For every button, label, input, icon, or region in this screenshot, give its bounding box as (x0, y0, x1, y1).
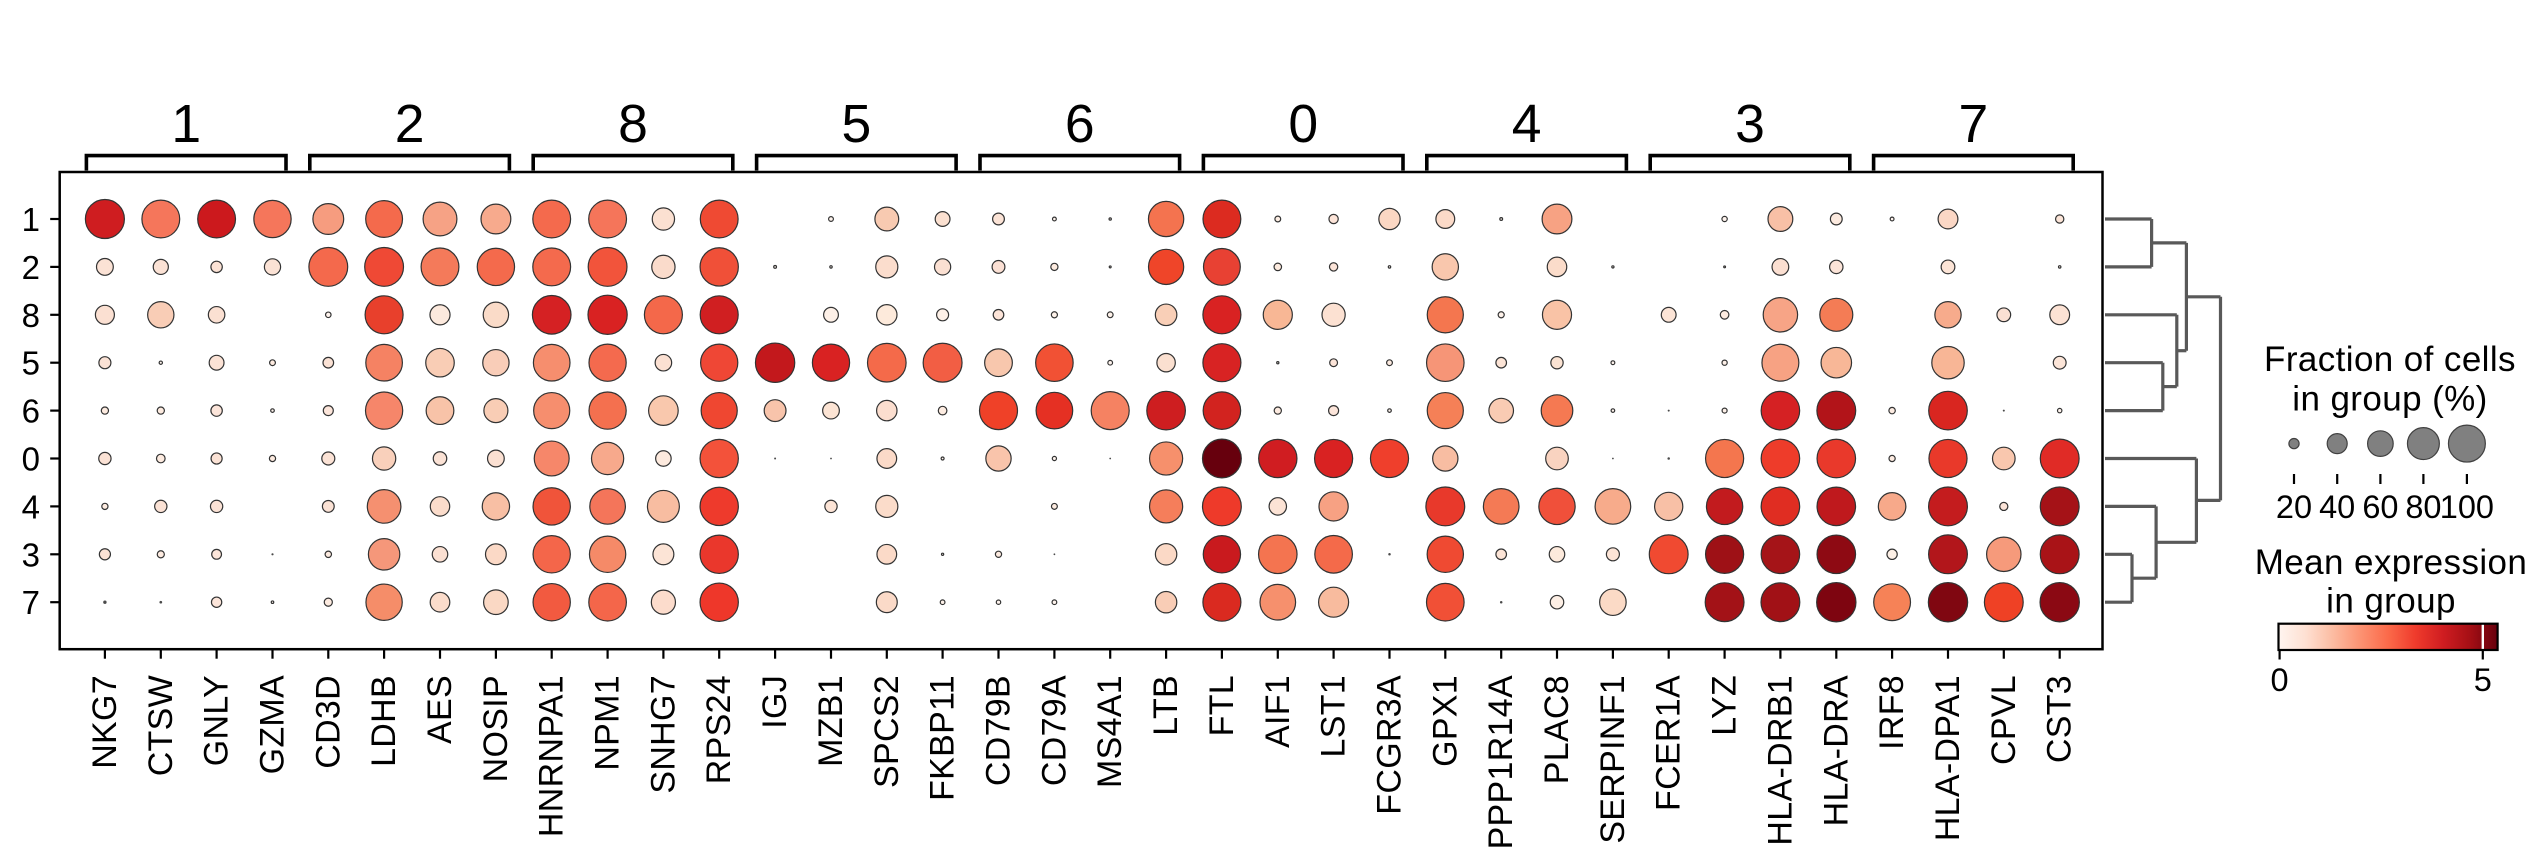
svg-text:CD79B: CD79B (980, 675, 1018, 786)
svg-text:SERPINF1: SERPINF1 (1594, 675, 1632, 844)
svg-text:NPM1: NPM1 (589, 675, 627, 771)
svg-text:IGJ: IGJ (756, 675, 794, 729)
svg-text:5: 5 (842, 95, 872, 154)
svg-text:PLAC8: PLAC8 (1538, 675, 1576, 784)
svg-text:GNLY: GNLY (198, 675, 236, 766)
svg-text:NOSIP: NOSIP (477, 675, 515, 782)
svg-text:1: 1 (22, 201, 40, 238)
svg-text:LDHB: LDHB (365, 675, 403, 767)
svg-text:LYZ: LYZ (1706, 675, 1744, 736)
svg-text:20: 20 (2276, 489, 2312, 525)
svg-text:8: 8 (22, 297, 40, 334)
svg-text:CD79A: CD79A (1035, 675, 1073, 786)
svg-text:LST1: LST1 (1315, 675, 1353, 757)
svg-text:3: 3 (1735, 95, 1765, 154)
svg-text:MS4A1: MS4A1 (1091, 675, 1129, 788)
svg-text:2: 2 (395, 95, 425, 154)
svg-text:CD3D: CD3D (309, 675, 347, 769)
svg-text:6: 6 (22, 393, 40, 430)
svg-text:5: 5 (22, 345, 40, 382)
svg-text:4: 4 (22, 488, 40, 525)
svg-text:NKG7: NKG7 (86, 675, 124, 769)
svg-text:Fraction of cells: Fraction of cells (2264, 340, 2516, 379)
svg-text:100: 100 (2440, 489, 2494, 525)
svg-text:2: 2 (22, 249, 40, 286)
svg-text:HLA-DPA1: HLA-DPA1 (1929, 675, 1967, 841)
svg-text:HNRNPA1: HNRNPA1 (533, 675, 571, 837)
svg-text:IRF8: IRF8 (1873, 675, 1911, 750)
svg-text:5: 5 (2474, 662, 2492, 698)
svg-text:PPP1R14A: PPP1R14A (1482, 675, 1520, 849)
svg-text:in group (%): in group (%) (2292, 380, 2487, 419)
svg-text:6: 6 (1065, 95, 1095, 154)
svg-text:RPS24: RPS24 (700, 675, 738, 784)
svg-text:40: 40 (2319, 489, 2355, 525)
svg-text:HLA-DRA: HLA-DRA (1817, 675, 1855, 826)
svg-text:CPVL: CPVL (1985, 675, 2023, 765)
svg-text:CST3: CST3 (2041, 675, 2079, 763)
svg-text:1: 1 (171, 95, 201, 154)
svg-text:AIF1: AIF1 (1259, 675, 1297, 748)
svg-text:SNHG7: SNHG7 (644, 675, 682, 794)
svg-text:GZMA: GZMA (254, 675, 292, 774)
svg-text:FCER1A: FCER1A (1650, 675, 1688, 811)
svg-text:GPX1: GPX1 (1426, 675, 1464, 767)
svg-text:4: 4 (1512, 95, 1542, 154)
svg-text:FKBP11: FKBP11 (924, 675, 962, 801)
svg-text:in group: in group (2326, 582, 2456, 621)
svg-text:FTL: FTL (1203, 675, 1241, 736)
svg-text:60: 60 (2362, 489, 2398, 525)
svg-text:0: 0 (2271, 662, 2289, 698)
svg-text:80: 80 (2405, 489, 2441, 525)
svg-text:3: 3 (22, 536, 40, 573)
svg-text:CTSW: CTSW (142, 675, 180, 776)
svg-text:Mean expression: Mean expression (2255, 543, 2528, 582)
svg-text:7: 7 (22, 584, 40, 621)
svg-text:8: 8 (618, 95, 648, 154)
svg-text:0: 0 (22, 441, 40, 478)
svg-text:LTB: LTB (1147, 675, 1185, 736)
svg-text:FCGR3A: FCGR3A (1371, 675, 1409, 815)
svg-text:AES: AES (421, 675, 459, 744)
svg-text:MZB1: MZB1 (812, 675, 850, 767)
svg-text:7: 7 (1959, 95, 1989, 154)
svg-text:SPCS2: SPCS2 (868, 675, 906, 788)
svg-text:0: 0 (1288, 95, 1318, 154)
svg-text:HLA-DRB1: HLA-DRB1 (1761, 675, 1799, 846)
